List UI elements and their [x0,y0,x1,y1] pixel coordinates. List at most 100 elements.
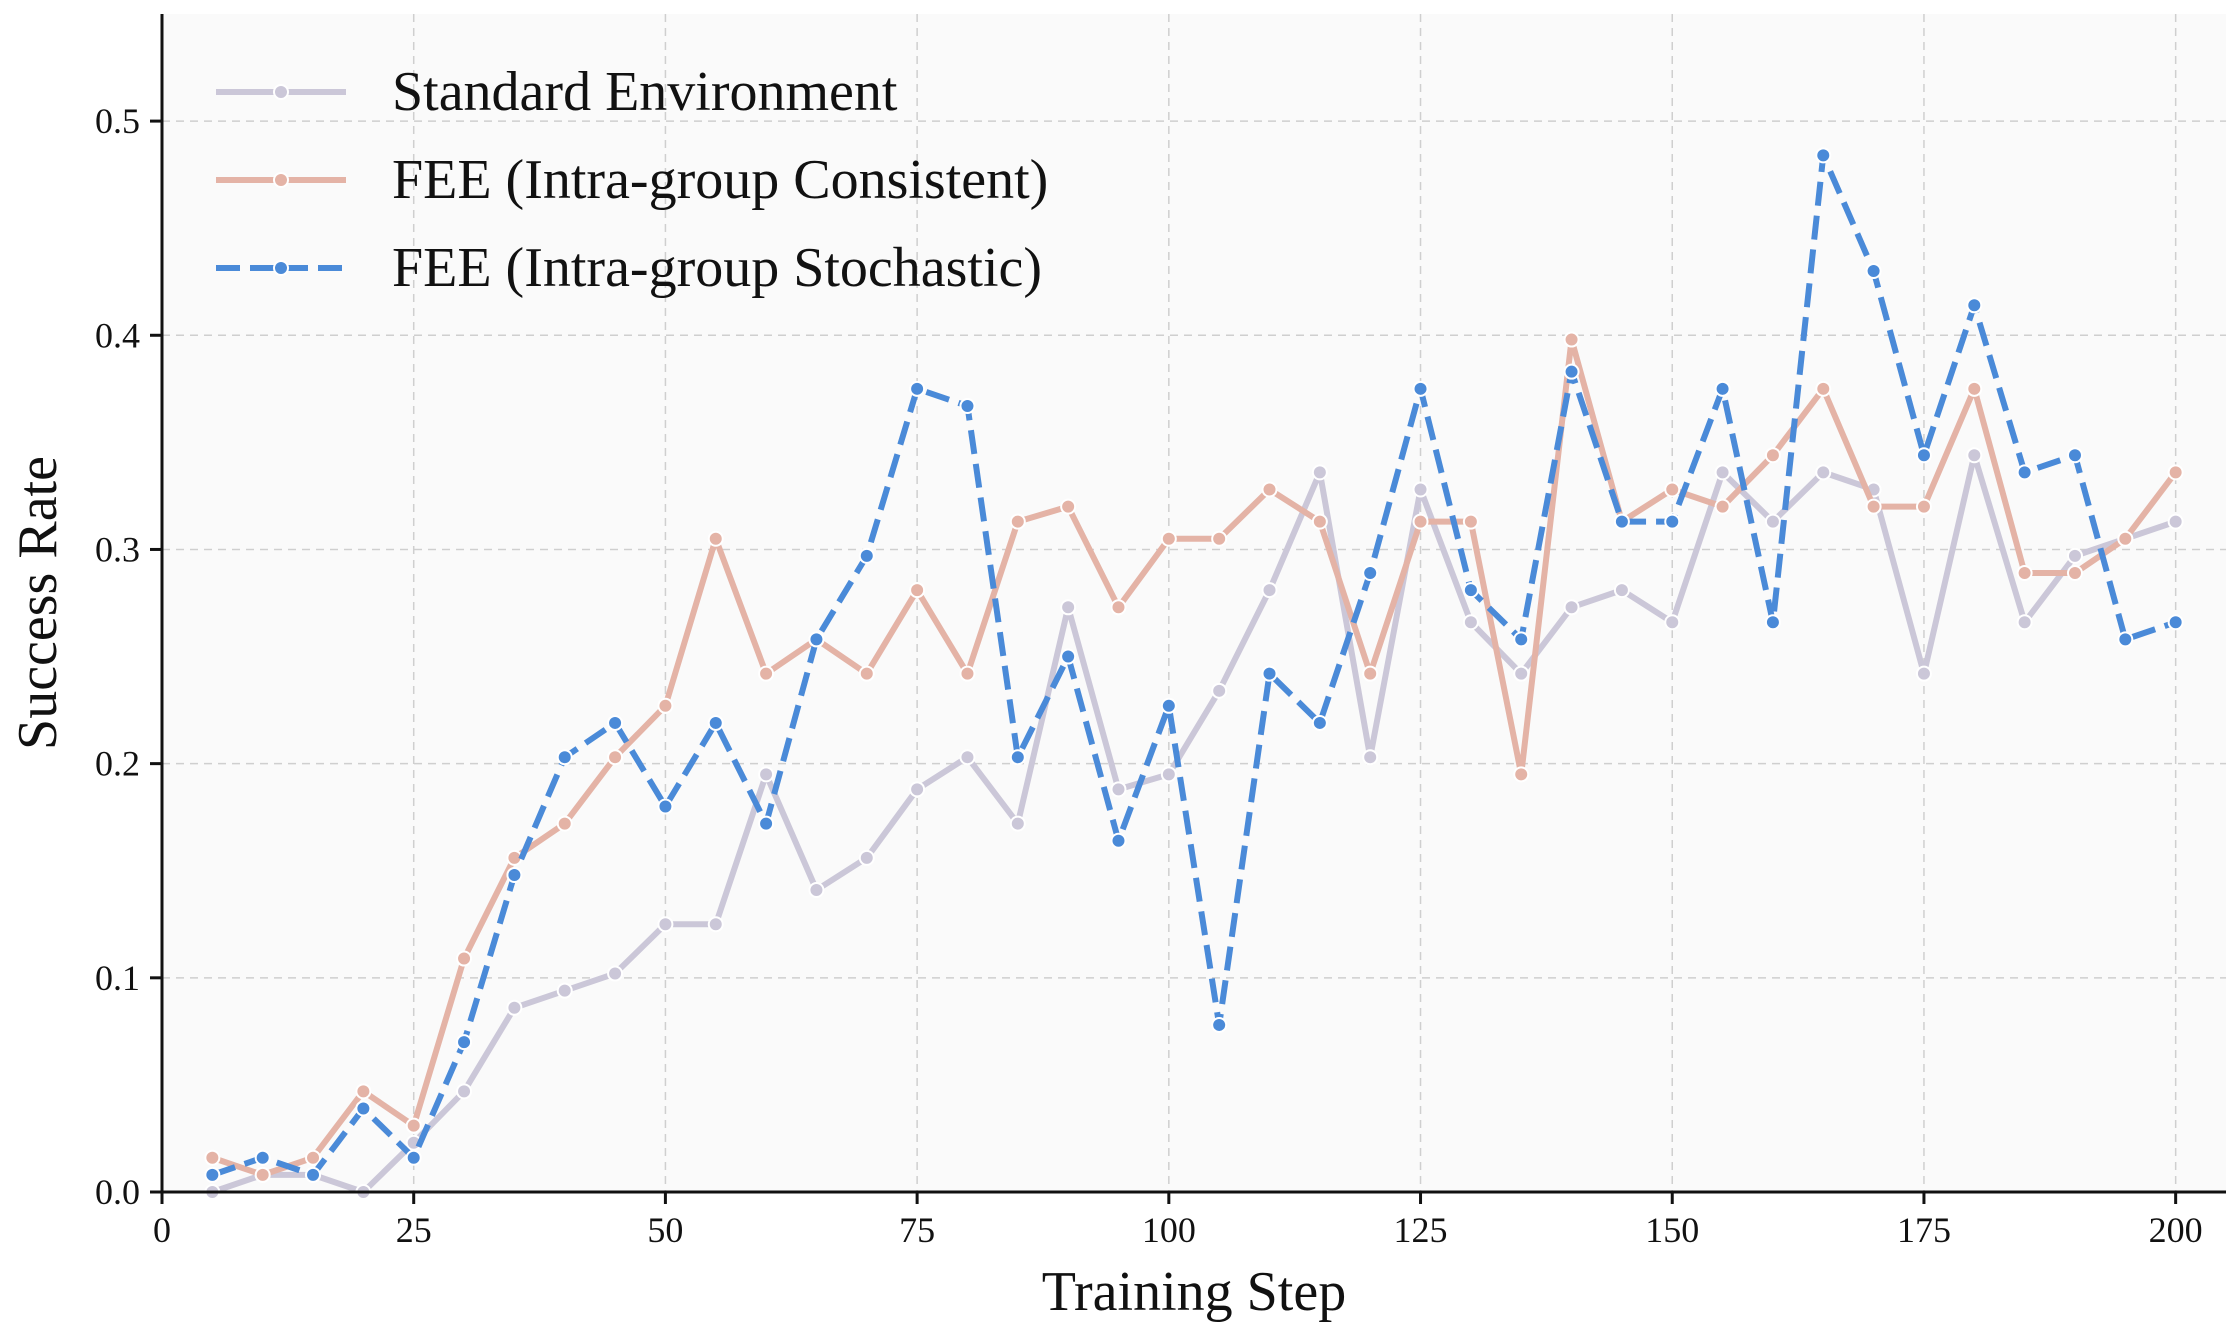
data-point [456,1034,473,1051]
data-point [858,665,875,682]
data-point [1764,614,1781,631]
legend-entry: FEE (Intra-group Consistent) [216,149,1048,211]
data-point [1311,464,1328,481]
x-tick-label: 25 [396,1210,432,1250]
data-point [405,1149,422,1166]
data-point [758,665,775,682]
data-point [1513,766,1530,783]
data-point [707,916,724,933]
data-point [1966,380,1983,397]
data-point [405,1117,422,1134]
data-point [1815,147,1832,164]
data-point [808,631,825,648]
data-point [1261,665,1278,682]
data-point [1261,582,1278,599]
y-axis-title: Success Rate [7,456,69,750]
data-point [1060,498,1077,515]
data-point [1966,297,1983,314]
data-point [1613,513,1630,530]
data-point [2167,614,2184,631]
data-point [2066,547,2083,564]
series-line [211,152,2177,1178]
gridlines [162,14,2226,1192]
data-point [607,965,624,982]
x-tick-label: 125 [1394,1210,1448,1250]
data-point [2167,464,2184,481]
data-point [204,1149,221,1166]
data-point [1211,682,1228,699]
data-point [254,1149,271,1166]
data-point [556,749,573,766]
data-point [2167,513,2184,530]
x-tick-label: 75 [899,1210,935,1250]
data-point [1009,513,1026,530]
data-point [1462,614,1479,631]
data-point [556,982,573,999]
x-axis-title: Training Step [1042,1261,1346,1323]
legend-entry: Standard Environment [216,61,898,123]
data-point [1865,263,1882,280]
data-point [1664,614,1681,631]
x-tick-label: 150 [1645,1210,1699,1250]
series-2 [204,331,2184,1183]
data-point [858,547,875,564]
data-point [2016,565,2033,582]
data-point [1311,714,1328,731]
data-point [355,1083,372,1100]
data-point [305,1166,322,1183]
data-point [607,714,624,731]
data-point [1714,464,1731,481]
data-point [1211,1016,1228,1033]
data-point [1160,766,1177,783]
data-point [556,815,573,832]
data-point [2117,530,2134,547]
data-point [1009,749,1026,766]
data-point [1462,513,1479,530]
data-point [657,916,674,933]
data-point [2016,614,2033,631]
y-tick-label: 0.2 [95,744,140,784]
legend-label: FEE (Intra-group Stochastic) [392,237,1042,299]
data-point [607,749,624,766]
data-point [1764,513,1781,530]
data-point [1764,447,1781,464]
data-point [1613,582,1630,599]
legend-swatch-marker [273,84,289,100]
data-point [1261,481,1278,498]
data-point [758,766,775,783]
legend-label: FEE (Intra-group Consistent) [392,149,1048,211]
x-tick-label: 100 [1142,1210,1196,1250]
y-tick-label: 0.1 [95,958,140,998]
data-point [1110,599,1127,616]
data-point [1362,665,1379,682]
data-point [1563,331,1580,348]
plot-area-background [162,14,2226,1192]
y-tick-label: 0.3 [95,529,140,569]
series-3 [204,147,2184,1183]
data-point [1815,464,1832,481]
data-point [456,1083,473,1100]
data-point [204,1166,221,1183]
data-point [1211,530,1228,547]
data-point [355,1100,372,1117]
legend-swatch-marker [273,260,289,276]
data-point [1311,513,1328,530]
data-point [707,714,724,731]
data-point [959,665,976,682]
data-point [2066,565,2083,582]
data-point [1714,498,1731,515]
data-point [1915,498,1932,515]
data-point [858,849,875,866]
data-point [1563,363,1580,380]
data-point [2066,447,2083,464]
data-point [1110,781,1127,798]
data-point [1009,815,1026,832]
data-point [1462,582,1479,599]
x-tick-label: 200 [2149,1210,2203,1250]
data-point [1412,481,1429,498]
data-point [1513,631,1530,648]
legend-entry: FEE (Intra-group Stochastic) [216,237,1042,299]
x-tick-label: 0 [153,1210,171,1250]
data-point [1160,530,1177,547]
